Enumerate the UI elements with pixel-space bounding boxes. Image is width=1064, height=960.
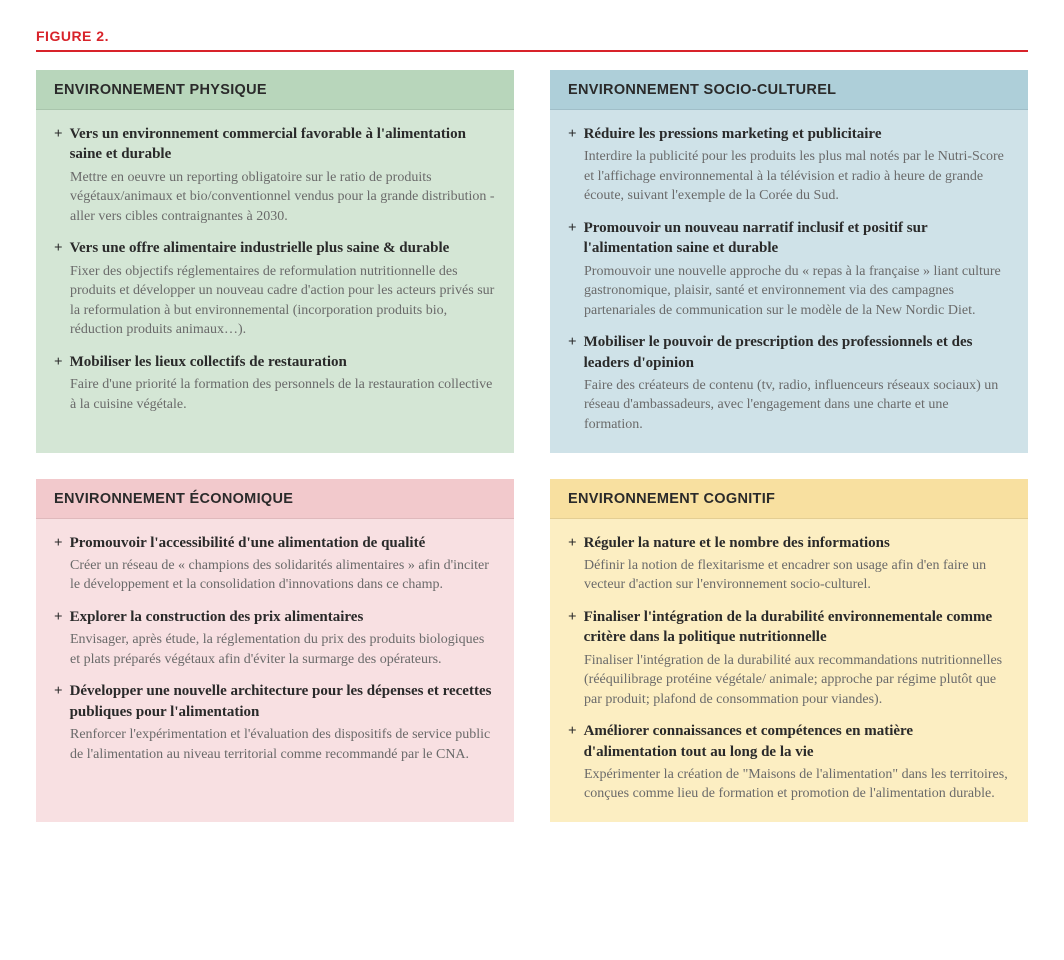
plus-icon: + (54, 533, 63, 553)
plus-icon: + (568, 607, 577, 627)
item-heading-text: Mobiliser le pouvoir de prescription des… (584, 332, 1010, 373)
plus-icon: + (568, 721, 577, 741)
item-description: Interdire la publicité pour les produits… (568, 147, 1010, 206)
item-heading: + Promouvoir l'accessibilité d'une alime… (54, 533, 496, 553)
item-heading: + Finaliser l'intégration de la durabili… (568, 607, 1010, 648)
plus-icon: + (54, 607, 63, 627)
item-heading: + Réduire les pressions marketing et pub… (568, 124, 1010, 144)
item-description: Créer un réseau de « champions des solid… (54, 556, 496, 595)
panel-body: + Promouvoir l'accessibilité d'une alime… (36, 519, 514, 822)
panel-header: ENVIRONNEMENT ÉCONOMIQUE (36, 479, 514, 519)
panel-item: + Finaliser l'intégration de la durabili… (568, 607, 1010, 709)
item-heading: + Explorer la construction des prix alim… (54, 607, 496, 627)
plus-icon: + (54, 352, 63, 372)
item-heading-text: Réguler la nature et le nombre des infor… (584, 533, 890, 553)
panel-item: + Mobiliser les lieux collectifs de rest… (54, 352, 496, 414)
item-description: Promouvoir une nouvelle approche du « re… (568, 262, 1010, 321)
panel-body: + Réguler la nature et le nombre des inf… (550, 519, 1028, 822)
item-heading: + Développer une nouvelle architecture p… (54, 681, 496, 722)
item-heading-text: Mobiliser les lieux collectifs de restau… (70, 352, 347, 372)
panel-item: + Vers une offre alimentaire industriell… (54, 238, 496, 340)
panel-environnement-economique: ENVIRONNEMENT ÉCONOMIQUE + Promouvoir l'… (36, 479, 514, 822)
panel-item: + Promouvoir un nouveau narratif inclusi… (568, 218, 1010, 320)
item-description: Renforcer l'expérimentation et l'évaluat… (54, 725, 496, 764)
figure-underline (36, 50, 1028, 52)
item-description: Finaliser l'intégration de la durabilité… (568, 651, 1010, 710)
panel-environnement-cognitif: ENVIRONNEMENT COGNITIF + Réguler la natu… (550, 479, 1028, 822)
plus-icon: + (568, 332, 577, 352)
item-heading-text: Vers une offre alimentaire industrielle … (70, 238, 450, 258)
panel-header: ENVIRONNEMENT PHYSIQUE (36, 70, 514, 110)
item-heading: + Promouvoir un nouveau narratif inclusi… (568, 218, 1010, 259)
item-heading-text: Finaliser l'intégration de la durabilité… (584, 607, 1010, 648)
panel-item: + Réduire les pressions marketing et pub… (568, 124, 1010, 206)
panel-body: + Vers un environnement commercial favor… (36, 110, 514, 453)
item-heading-text: Développer une nouvelle architecture pou… (70, 681, 496, 722)
item-heading: + Mobiliser le pouvoir de prescription d… (568, 332, 1010, 373)
panel-item: + Promouvoir l'accessibilité d'une alime… (54, 533, 496, 595)
plus-icon: + (568, 218, 577, 238)
panel-header: ENVIRONNEMENT SOCIO-CULTUREL (550, 70, 1028, 110)
plus-icon: + (54, 124, 63, 144)
item-heading: + Réguler la nature et le nombre des inf… (568, 533, 1010, 553)
plus-icon: + (568, 533, 577, 553)
panel-item: + Vers un environnement commercial favor… (54, 124, 496, 226)
item-description: Mettre en oeuvre un reporting obligatoir… (54, 168, 496, 227)
item-description: Expérimenter la création de "Maisons de … (568, 765, 1010, 804)
panel-item: + Mobiliser le pouvoir de prescription d… (568, 332, 1010, 434)
item-description: Définir la notion de flexitarisme et enc… (568, 556, 1010, 595)
panel-body: + Réduire les pressions marketing et pub… (550, 110, 1028, 453)
panel-environnement-physique: ENVIRONNEMENT PHYSIQUE + Vers un environ… (36, 70, 514, 453)
item-heading-text: Améliorer connaissances et compétences e… (584, 721, 1010, 762)
item-description: Faire des créateurs de contenu (tv, radi… (568, 376, 1010, 435)
item-heading: + Mobiliser les lieux collectifs de rest… (54, 352, 496, 372)
item-description: Envisager, après étude, la réglementatio… (54, 630, 496, 669)
panel-item: + Explorer la construction des prix alim… (54, 607, 496, 669)
plus-icon: + (54, 238, 63, 258)
panel-environnement-socio-culturel: ENVIRONNEMENT SOCIO-CULTUREL + Réduire l… (550, 70, 1028, 453)
panel-header: ENVIRONNEMENT COGNITIF (550, 479, 1028, 519)
item-heading: + Vers un environnement commercial favor… (54, 124, 496, 165)
item-description: Faire d'une priorité la formation des pe… (54, 375, 496, 414)
item-heading: + Améliorer connaissances et compétences… (568, 721, 1010, 762)
panel-item: + Améliorer connaissances et compétences… (568, 721, 1010, 804)
item-description: Fixer des objectifs réglementaires de re… (54, 262, 496, 340)
item-heading-text: Promouvoir l'accessibilité d'une aliment… (70, 533, 426, 553)
figure-label: FIGURE 2. (36, 28, 1028, 44)
item-heading-text: Vers un environnement commercial favorab… (70, 124, 496, 165)
item-heading: + Vers une offre alimentaire industriell… (54, 238, 496, 258)
plus-icon: + (54, 681, 63, 701)
item-heading-text: Promouvoir un nouveau narratif inclusif … (584, 218, 1010, 259)
panel-item: + Développer une nouvelle architecture p… (54, 681, 496, 764)
plus-icon: + (568, 124, 577, 144)
panels-grid: ENVIRONNEMENT PHYSIQUE + Vers un environ… (36, 70, 1028, 822)
item-heading-text: Explorer la construction des prix alimen… (70, 607, 364, 627)
item-heading-text: Réduire les pressions marketing et publi… (584, 124, 882, 144)
panel-item: + Réguler la nature et le nombre des inf… (568, 533, 1010, 595)
